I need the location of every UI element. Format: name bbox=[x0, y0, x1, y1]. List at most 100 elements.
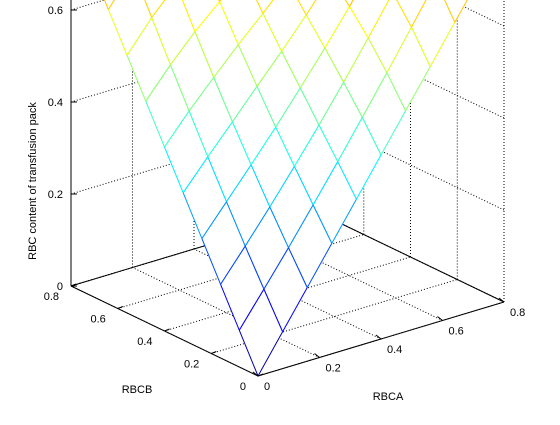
surface-edge bbox=[169, 31, 196, 66]
surface-face bbox=[269, 166, 314, 248]
surface-edge bbox=[337, 161, 357, 200]
surface-face bbox=[281, 15, 325, 88]
surface-edge bbox=[250, 126, 277, 166]
surface-edge bbox=[256, 86, 277, 128]
surface-face bbox=[251, 127, 295, 207]
surface-edge bbox=[331, 198, 357, 244]
surface-face bbox=[297, 0, 316, 15]
surface-edge bbox=[343, 37, 369, 83]
surface-edge bbox=[411, 0, 427, 28]
surface-face bbox=[262, 0, 307, 52]
surface-edge bbox=[269, 166, 295, 208]
surface-face bbox=[324, 6, 369, 83]
surface-edge bbox=[207, 121, 233, 158]
surface-edge bbox=[299, 47, 326, 89]
surface-edge bbox=[288, 247, 308, 288]
surface-face bbox=[219, 0, 263, 45]
surface-edge bbox=[324, 47, 345, 83]
surface-edge bbox=[145, 101, 165, 148]
y-tick-mark bbox=[257, 373, 264, 377]
surface-edge bbox=[405, 66, 431, 112]
surface-edge bbox=[182, 156, 209, 194]
surface-edge bbox=[182, 192, 203, 239]
surface-face bbox=[257, 51, 301, 128]
y-tick-label: 0.6 bbox=[91, 314, 106, 326]
surface-edge bbox=[297, 0, 307, 16]
z-tick-label: 0.2 bbox=[48, 189, 63, 201]
surface-face bbox=[288, 205, 332, 288]
surface-edge bbox=[361, 117, 382, 156]
surface-edge bbox=[107, 0, 115, 10]
y-tick-mark bbox=[117, 306, 123, 309]
surface-edge bbox=[194, 1, 220, 33]
surface-edge bbox=[262, 13, 283, 52]
surface-face bbox=[151, 0, 195, 65]
surface-edge bbox=[454, 0, 468, 23]
surface-face bbox=[319, 82, 363, 162]
surface-face bbox=[144, 0, 165, 18]
surface-edge bbox=[282, 287, 308, 333]
y-tick-label: 0.4 bbox=[137, 336, 152, 348]
surface-face bbox=[345, 0, 354, 7]
y-tick-mark bbox=[164, 328, 170, 332]
surface-edge bbox=[169, 64, 190, 112]
surface-edge bbox=[194, 31, 215, 78]
surface-edge bbox=[337, 117, 363, 162]
surface-face bbox=[349, 0, 389, 39]
surface-edge bbox=[220, 284, 240, 331]
surface-mesh bbox=[103, 0, 468, 377]
surface-face bbox=[368, 0, 412, 73]
surface-edge bbox=[367, 0, 390, 39]
y-tick-label: 0 bbox=[240, 381, 246, 393]
surface-edge bbox=[288, 204, 314, 249]
surface-edge bbox=[305, 14, 326, 49]
surface-edge bbox=[293, 166, 314, 206]
surface-edge bbox=[257, 331, 284, 377]
x-tick-label: 0.4 bbox=[387, 344, 402, 356]
surface-edge bbox=[213, 44, 239, 78]
surface-edge bbox=[151, 17, 171, 65]
surface-face bbox=[313, 161, 357, 244]
x-tick-label: 0.6 bbox=[449, 326, 464, 338]
surface-edge bbox=[281, 14, 307, 52]
surface-edge bbox=[396, 0, 412, 28]
surface-edge bbox=[237, 13, 264, 46]
surface-edge bbox=[262, 0, 274, 14]
grid-line bbox=[164, 256, 411, 332]
surface-face bbox=[337, 117, 381, 200]
surface-edge bbox=[226, 164, 252, 203]
surface-face bbox=[275, 88, 319, 167]
surface-face bbox=[396, 0, 427, 28]
surface-edge bbox=[213, 77, 233, 123]
x-tick-mark bbox=[314, 353, 320, 358]
surface-edge bbox=[343, 82, 363, 118]
surface-edge bbox=[219, 1, 239, 45]
surface-edge bbox=[275, 87, 301, 128]
grid-line bbox=[70, 211, 318, 287]
surface-edge bbox=[269, 206, 289, 249]
grid-line bbox=[257, 301, 505, 377]
surface-edge bbox=[255, 0, 264, 14]
surface-edge bbox=[318, 82, 345, 126]
surface-edge bbox=[201, 238, 222, 285]
surface-face bbox=[444, 0, 468, 23]
surface-edge bbox=[263, 247, 289, 290]
surface-edge bbox=[444, 0, 456, 23]
surface-face bbox=[362, 72, 406, 155]
surface-edge bbox=[281, 51, 301, 89]
grid-line bbox=[70, 119, 318, 195]
surface-edge bbox=[380, 110, 407, 156]
x-tick-mark bbox=[252, 371, 259, 377]
surface-edge bbox=[386, 26, 412, 74]
surface-edge bbox=[361, 72, 388, 118]
x-tick-mark bbox=[498, 297, 505, 303]
y-tick-mark bbox=[211, 351, 217, 354]
x-axis-label: RBCA bbox=[373, 391, 404, 403]
grid-line bbox=[70, 27, 318, 103]
surface-edge bbox=[344, 0, 350, 7]
surface-face bbox=[239, 289, 283, 376]
surface-face bbox=[226, 164, 270, 247]
x-tick-label: 0.2 bbox=[326, 363, 341, 375]
